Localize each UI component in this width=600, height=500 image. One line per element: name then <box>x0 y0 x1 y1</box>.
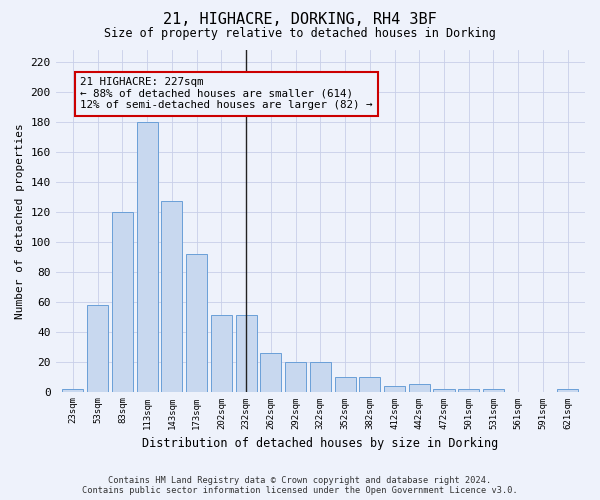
Bar <box>384 386 405 392</box>
Bar <box>211 315 232 392</box>
Bar <box>285 362 306 392</box>
Text: Size of property relative to detached houses in Dorking: Size of property relative to detached ho… <box>104 28 496 40</box>
Text: 21 HIGHACRE: 227sqm
← 88% of detached houses are smaller (614)
12% of semi-detac: 21 HIGHACRE: 227sqm ← 88% of detached ho… <box>80 77 373 110</box>
Bar <box>112 212 133 392</box>
Bar <box>62 388 83 392</box>
Text: Contains public sector information licensed under the Open Government Licence v3: Contains public sector information licen… <box>82 486 518 495</box>
Bar <box>557 388 578 392</box>
Y-axis label: Number of detached properties: Number of detached properties <box>15 123 25 318</box>
Bar <box>161 202 182 392</box>
Bar <box>359 376 380 392</box>
Bar <box>409 384 430 392</box>
Bar <box>483 388 504 392</box>
X-axis label: Distribution of detached houses by size in Dorking: Distribution of detached houses by size … <box>142 437 499 450</box>
Bar <box>260 352 281 392</box>
Bar <box>87 304 108 392</box>
Bar <box>186 254 207 392</box>
Bar <box>335 376 356 392</box>
Bar <box>458 388 479 392</box>
Text: Contains HM Land Registry data © Crown copyright and database right 2024.: Contains HM Land Registry data © Crown c… <box>109 476 491 485</box>
Bar <box>137 122 158 392</box>
Bar <box>310 362 331 392</box>
Bar <box>236 315 257 392</box>
Bar <box>433 388 455 392</box>
Text: 21, HIGHACRE, DORKING, RH4 3BF: 21, HIGHACRE, DORKING, RH4 3BF <box>163 12 437 28</box>
